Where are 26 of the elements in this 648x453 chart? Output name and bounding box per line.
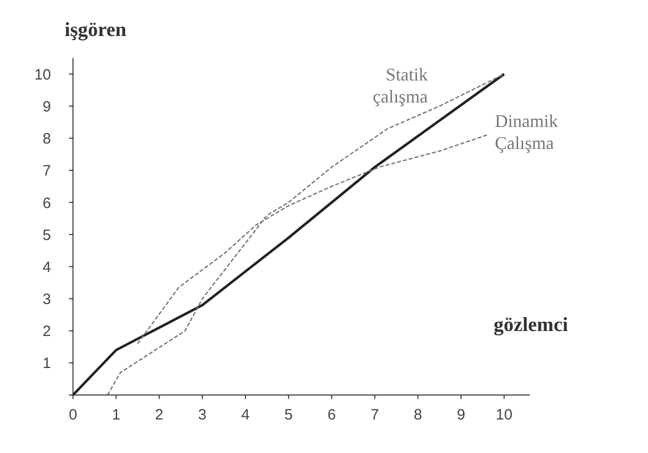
x-axis-title: gözlemci (494, 314, 568, 336)
y-tick-label: 5 (42, 226, 51, 244)
y-tick-label: 10 (34, 66, 51, 84)
y-tick-label: 4 (42, 258, 51, 276)
x-tick-label: 6 (328, 406, 336, 424)
y-tick-label: 8 (42, 130, 51, 148)
x-tick-label: 4 (241, 406, 250, 424)
x-tick-label: 10 (496, 406, 512, 424)
x-tick-label: 8 (414, 406, 422, 424)
x-tick-label: 2 (155, 406, 164, 424)
y-tick-label: 1 (42, 355, 51, 372)
series-label: Dinamik Çalışma (494, 111, 558, 154)
x-tick-label: 5 (284, 406, 293, 424)
x-tick-label: 0 (68, 406, 78, 424)
x-tick-label: 9 (456, 406, 466, 424)
y-tick-label: 2 (42, 323, 51, 340)
y-tick-label: 3 (42, 291, 51, 308)
line-series (137, 134, 488, 344)
x-tick-label: 3 (198, 406, 207, 424)
x-tick-label: 1 (112, 406, 120, 424)
y-axis-title: işgören (64, 19, 126, 41)
series-label: Statik çalışma (372, 64, 428, 107)
y-tick-label: 9 (42, 98, 51, 116)
y-tick-label: 6 (42, 194, 51, 212)
y-tick-label: 7 (42, 162, 51, 180)
x-tick-label: 7 (370, 406, 379, 424)
